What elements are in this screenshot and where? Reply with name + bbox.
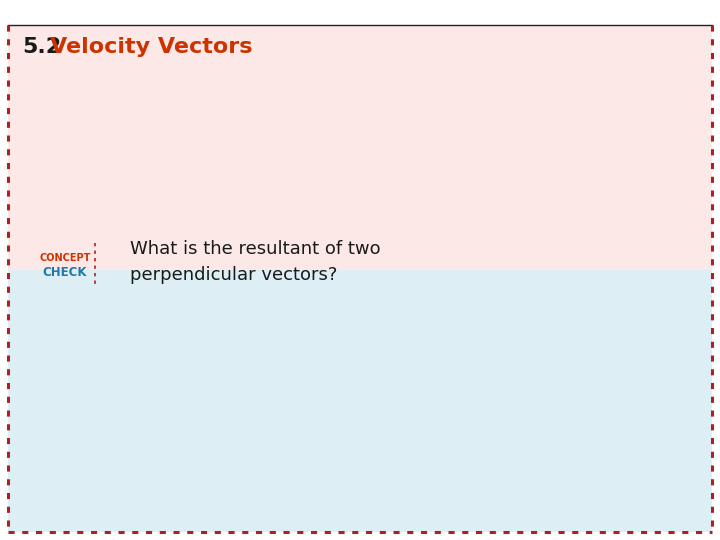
Text: 5.2: 5.2 — [22, 37, 61, 57]
Bar — [8, 25, 712, 270]
Bar — [8, 270, 712, 532]
Text: CHECK: CHECK — [42, 266, 87, 279]
Text: CONCEPT: CONCEPT — [40, 253, 91, 263]
Text: Velocity Vectors: Velocity Vectors — [50, 37, 253, 57]
Text: What is the resultant of two
perpendicular vectors?: What is the resultant of two perpendicul… — [130, 240, 381, 284]
